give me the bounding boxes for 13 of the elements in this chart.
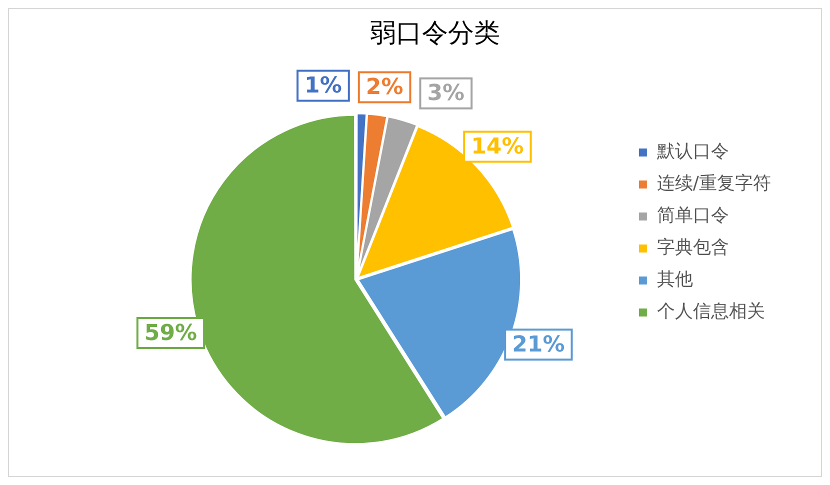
legend-label: 个人信息相关: [656, 301, 765, 322]
data-label: 3%: [427, 81, 465, 106]
data-label: 59%: [144, 320, 198, 346]
data-label: 2%: [366, 74, 404, 100]
data-label: 14%: [471, 134, 524, 160]
chart-title: 弱口令分类: [370, 18, 500, 48]
legend-label: 连续/重复字符: [656, 173, 772, 194]
legend-label: 其他: [656, 269, 693, 290]
data-label: 21%: [512, 332, 565, 358]
legend-label: 默认口令: [656, 141, 729, 162]
data-label: 1%: [304, 74, 342, 99]
legend-label: 简单口令: [656, 205, 729, 226]
legend-label: 字典包含: [656, 237, 729, 258]
